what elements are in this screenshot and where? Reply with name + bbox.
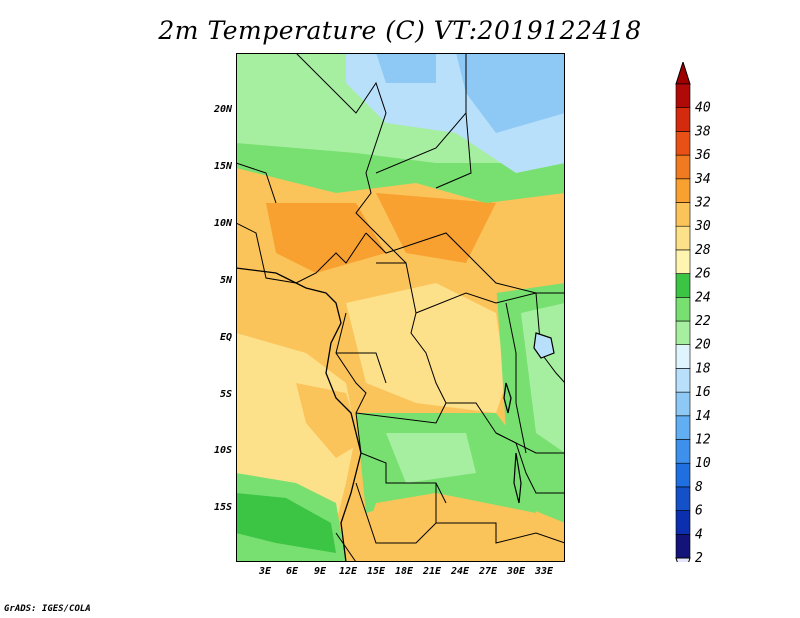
colorbar-tick-label: 14 (695, 409, 711, 424)
colorbar-segment (675, 154, 691, 180)
colorbar-segment (675, 344, 691, 369)
lon-label-18e: 18E (394, 566, 414, 577)
colorbar-tick-label: 34 (694, 172, 711, 187)
lon-label-33e: 33E (534, 566, 554, 577)
lon-label-21e: 21E (422, 566, 442, 577)
lon-label-30e: 30E (506, 566, 526, 577)
north-cold-patch-east (456, 53, 565, 133)
colorbar: 2 4 6 8 10 12 14 16 18 20 22 24 26 28 30 32 34 36 38 40 (675, 60, 765, 582)
colorbar-tick-label: 26 (695, 267, 711, 282)
colorbar-segment (675, 320, 691, 346)
central-pale-region (346, 283, 506, 413)
colorbar-segment (675, 225, 691, 251)
colorbar-tick-label: 18 (695, 361, 711, 376)
south-orange-region (356, 493, 565, 562)
grads-credit: GrADS: IGES/COLA (4, 604, 91, 614)
temperature-map (236, 53, 565, 562)
colorbar-segment (675, 391, 691, 417)
colorbar-segment (675, 202, 691, 227)
lake-malawi (513, 452, 522, 504)
colorbar-segment (675, 415, 691, 440)
colorbar-tick-label: 12 (695, 433, 711, 448)
colorbar-segment (675, 249, 691, 274)
southern-light-green-region (386, 433, 476, 483)
ocean-dark-green-region (236, 493, 336, 553)
coastline (236, 267, 362, 562)
north-hot-west (266, 203, 386, 273)
colorbar-tick-label: 10 (695, 456, 711, 471)
colorbar-tick-label: 28 (695, 243, 711, 258)
colorbar-tick-label: 32 (694, 196, 711, 211)
colorbar-segment (675, 178, 691, 203)
ocean-warm-patch (296, 383, 361, 458)
lon-label-6e: 6E (285, 566, 299, 577)
map-frame (236, 53, 565, 562)
lat-label-20n: 20N (213, 104, 232, 115)
colorbar-segment (675, 107, 691, 132)
lake-tanganyika (503, 382, 512, 414)
colorbar-segment (675, 273, 691, 298)
lon-label-15e: 15E (366, 566, 386, 577)
north-cold-patch-west (376, 53, 436, 83)
lon-label-24e: 24E (450, 566, 470, 577)
colorbar-tick-label: 6 (695, 504, 703, 519)
lat-label-10n: 10N (213, 218, 232, 229)
colorbar-tick-label: 20 (695, 338, 711, 353)
map-canvas (236, 53, 565, 562)
colorbar-tick-label: 16 (695, 385, 711, 400)
colorbar-segment (675, 533, 691, 559)
lat-label-15n: 15N (213, 161, 232, 172)
colorbar-segment (675, 83, 691, 109)
colorbar-segment (675, 131, 691, 156)
lat-label-10s: 10S (213, 445, 232, 456)
colorbar-segment (675, 462, 691, 488)
east-light-green-region (521, 303, 565, 453)
lon-label-9e: 9E (313, 566, 327, 577)
north-hot-central (376, 193, 496, 263)
lon-label-3e: 3E (258, 566, 272, 577)
lat-label-15s: 15S (213, 502, 232, 513)
colorbar-segment (675, 368, 691, 393)
colorbar-over-arrow (675, 60, 691, 85)
lon-label-27e: 27E (478, 566, 498, 577)
lat-label-5s: 5S (219, 389, 232, 400)
colorbar-tick-label: 4 (695, 527, 703, 542)
colorbar-tick-label: 2 (695, 551, 703, 562)
lat-label-eq: EQ (219, 332, 232, 343)
country-borders (236, 53, 565, 562)
colorbar-tick-label: 36 (694, 148, 711, 163)
colorbar-tick-label: 8 (695, 480, 703, 495)
colorbar-under-arrow (675, 557, 691, 582)
colorbar-tick-label: 38 (694, 124, 711, 139)
colorbar-segment (675, 510, 691, 535)
colorbar-tick-label: 40 (695, 101, 711, 116)
colorbar-tick-label: 22 (695, 314, 711, 329)
lake-victoria (533, 332, 555, 359)
colorbar-tick-label: 24 (695, 290, 711, 305)
colorbar-segment (675, 439, 691, 464)
colorbar-tick-label: 30 (694, 219, 711, 234)
lat-label-5n: 5N (219, 275, 232, 286)
colorbar-segment (675, 297, 691, 322)
colorbar-segment (675, 486, 691, 511)
lon-label-12e: 12E (338, 566, 358, 577)
map-title: 2m Temperature (C) VT:2019122418 (158, 16, 642, 45)
